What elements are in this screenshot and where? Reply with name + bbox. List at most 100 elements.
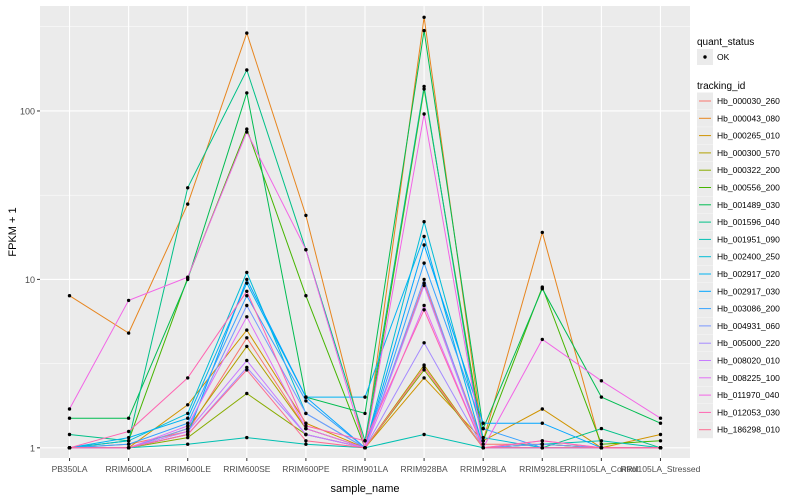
x-tick-label: RRIM600PE — [282, 464, 330, 474]
data-point — [422, 308, 426, 312]
data-point — [422, 341, 426, 345]
data-point — [422, 281, 426, 285]
data-point — [186, 416, 190, 420]
data-point — [245, 315, 249, 319]
y-tick-label: 100 — [20, 106, 35, 116]
data-point — [245, 368, 249, 372]
x-tick-label: RRIM600LA — [105, 464, 152, 474]
data-point — [422, 261, 426, 265]
data-point — [186, 429, 190, 434]
data-point — [540, 287, 544, 291]
data-point — [126, 446, 131, 450]
data-point — [245, 91, 249, 95]
data-point — [245, 336, 249, 340]
data-point — [658, 416, 663, 420]
data-point — [363, 439, 367, 443]
legend-label-series: Hb_002917_020 — [717, 269, 780, 279]
data-point — [422, 234, 426, 239]
data-point — [658, 446, 663, 450]
data-point — [245, 344, 249, 349]
data-point — [422, 363, 426, 367]
data-point — [422, 87, 426, 91]
data-point — [304, 411, 308, 416]
legend-label-series: Hb_008020_010 — [717, 356, 780, 366]
data-point — [540, 442, 544, 446]
data-point — [599, 395, 604, 399]
x-tick-label: RRIM928LA — [460, 464, 507, 474]
data-point — [304, 421, 308, 425]
data-point — [540, 439, 544, 443]
data-point — [599, 446, 604, 450]
data-point — [658, 421, 663, 425]
data-point — [599, 442, 604, 446]
data-point — [481, 426, 485, 431]
data-point — [245, 391, 249, 396]
legend: quant_status tracking_id OK Hb_000030_260… — [697, 37, 780, 439]
data-point — [304, 395, 308, 399]
x-tick-label: RRIM600SE — [223, 464, 271, 474]
data-point — [126, 331, 131, 335]
y-axis: 1 10 100 — [20, 106, 40, 453]
legend-label-series: Hb_012053_030 — [717, 407, 780, 417]
data-point — [126, 429, 131, 434]
data-point — [304, 426, 308, 431]
legend-label-series: Hb_002400_250 — [717, 252, 780, 262]
data-point — [245, 294, 249, 298]
data-point — [422, 15, 426, 19]
data-point — [67, 432, 72, 437]
data-point — [126, 435, 131, 440]
data-point — [304, 439, 308, 443]
data-point — [67, 294, 72, 298]
data-point — [186, 403, 190, 407]
data-point — [540, 407, 544, 411]
data-point — [422, 303, 426, 308]
legend-label-series: Hb_001951_090 — [717, 234, 780, 244]
data-point — [304, 294, 308, 298]
legend-label-series: Hb_000556_200 — [717, 183, 780, 193]
data-point — [304, 399, 308, 403]
data-point — [304, 432, 308, 437]
data-point — [422, 376, 426, 380]
x-tick-label: RRIM928LE — [519, 464, 566, 474]
x-tick-label: PB350LA — [52, 464, 88, 474]
data-point — [245, 127, 249, 131]
data-point — [245, 289, 249, 293]
data-point — [186, 275, 190, 279]
legend-label-series: Hb_000322_200 — [717, 165, 780, 175]
data-point — [422, 220, 426, 224]
x-tick-label: RRII105LA_Control — [565, 464, 639, 474]
data-point — [599, 426, 604, 431]
data-point — [67, 416, 72, 420]
legend-label-series: Hb_011970_040 — [717, 390, 780, 400]
legend-label-series: Hb_000300_570 — [717, 148, 780, 158]
data-point — [186, 424, 190, 428]
data-point — [245, 68, 249, 72]
data-point — [304, 424, 308, 428]
data-point — [126, 416, 131, 420]
data-point — [186, 432, 190, 437]
legend-label-series: Hb_000043_080 — [717, 113, 780, 123]
x-tick-label: RRIM928BA — [400, 464, 448, 474]
legend-label-series: Hb_002917_030 — [717, 286, 780, 296]
data-point — [599, 439, 604, 443]
x-tick-label: RRII105LA_Stressed — [621, 464, 701, 474]
legend-label-series: Hb_001489_030 — [717, 200, 780, 210]
x-tick-label: RRIM901LA — [342, 464, 389, 474]
data-point — [126, 298, 131, 303]
data-point — [540, 230, 544, 235]
data-point — [422, 368, 426, 372]
data-point — [186, 202, 190, 206]
data-point — [422, 283, 426, 288]
legend-label-series: Hb_000265_010 — [717, 131, 780, 141]
data-point — [422, 28, 426, 33]
y-tick-label: 10 — [25, 275, 35, 285]
data-point — [540, 421, 544, 425]
data-point — [245, 328, 249, 332]
data-point — [304, 442, 308, 446]
data-point — [245, 270, 249, 275]
data-point — [186, 442, 190, 446]
data-point — [67, 407, 72, 411]
data-point — [245, 130, 249, 134]
data-point — [245, 365, 249, 370]
